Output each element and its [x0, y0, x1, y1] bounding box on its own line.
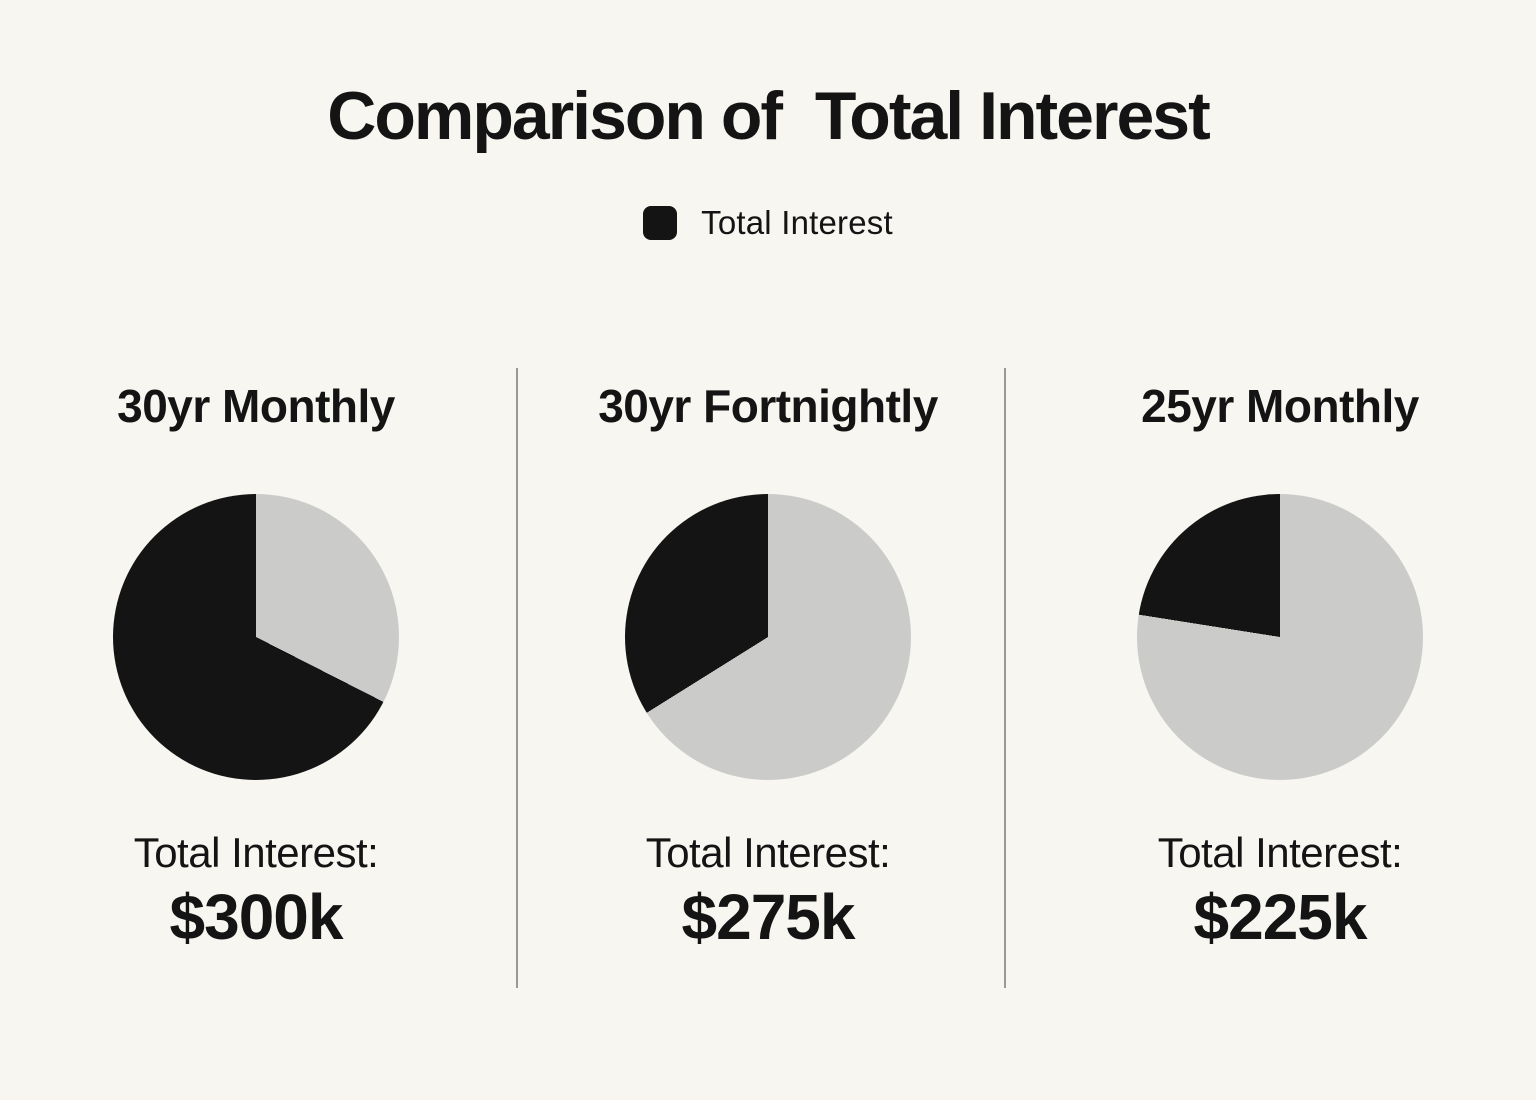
caption-label: Total Interest:: [1157, 829, 1403, 876]
legend-swatch-icon: [643, 205, 678, 240]
caption-value: $300k: [169, 881, 344, 953]
caption-value: $275k: [681, 881, 856, 953]
column-divider: [1004, 368, 1006, 988]
chart-columns: 30yr Monthly Total Interest: $300k 30yr …: [0, 368, 1536, 988]
column-30yr-monthly: 30yr Monthly Total Interest: $300k: [0, 368, 512, 988]
legend-label: Total Interest: [701, 203, 893, 241]
page-title: Comparison of Total Interest: [327, 78, 1210, 154]
column-title: 30yr Monthly: [117, 380, 395, 432]
caption-label: Total Interest:: [133, 829, 379, 876]
column-title: 30yr Fortnightly: [598, 380, 938, 432]
chart-legend: Total Interest: [0, 204, 1536, 242]
pie-chart-30yr-monthly: [113, 494, 399, 780]
column-divider: [516, 368, 518, 988]
pie-chart-25yr-monthly: [1137, 494, 1423, 780]
caption-value: $225k: [1193, 881, 1368, 953]
column-title: 25yr Monthly: [1141, 380, 1419, 432]
column-25yr-monthly: 25yr Monthly Total Interest: $225k: [1024, 368, 1536, 988]
column-30yr-fortnightly: 30yr Fortnightly Total Interest: $275k: [512, 368, 1024, 988]
pie-chart-30yr-fortnightly: [625, 494, 911, 780]
caption-label: Total Interest:: [645, 829, 891, 876]
